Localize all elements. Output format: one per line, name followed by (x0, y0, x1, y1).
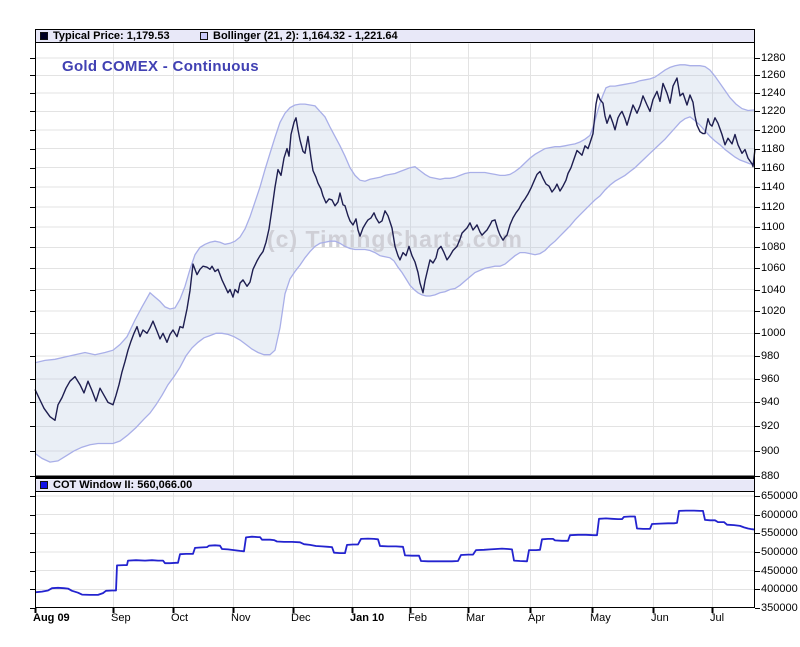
bollinger-band-area (35, 64, 755, 463)
cot-legend-marker (40, 481, 48, 489)
axis-tick-marks (30, 58, 760, 613)
cot-legend-label: COT Window II: 560,066.00 (53, 479, 193, 491)
bottom-legend: COT Window II: 560,066.00 (35, 479, 755, 492)
series-lines (34, 64, 756, 596)
legend-strip-backgrounds (36, 30, 754, 491)
typical-price-line (34, 77, 756, 421)
cot-window-line (34, 509, 756, 596)
chart-title: Gold COMEX - Continuous (62, 58, 259, 75)
bollinger-band-fill (35, 64, 755, 463)
typical-price-legend-marker (40, 32, 48, 40)
bollinger-upper-line (34, 64, 756, 364)
bollinger-legend-marker (200, 32, 208, 40)
bollinger-legend-label: Bollinger (21, 2): 1,164.32 - 1,221.64 (213, 30, 398, 42)
typical-price-legend-label: Typical Price: 1,179.53 (53, 30, 170, 42)
top-legend: Typical Price: 1,179.53 Bollinger (21, 2… (35, 30, 755, 43)
panel-frames (35, 29, 755, 608)
gridlines (36, 43, 754, 607)
bollinger-lower-line (34, 116, 756, 463)
